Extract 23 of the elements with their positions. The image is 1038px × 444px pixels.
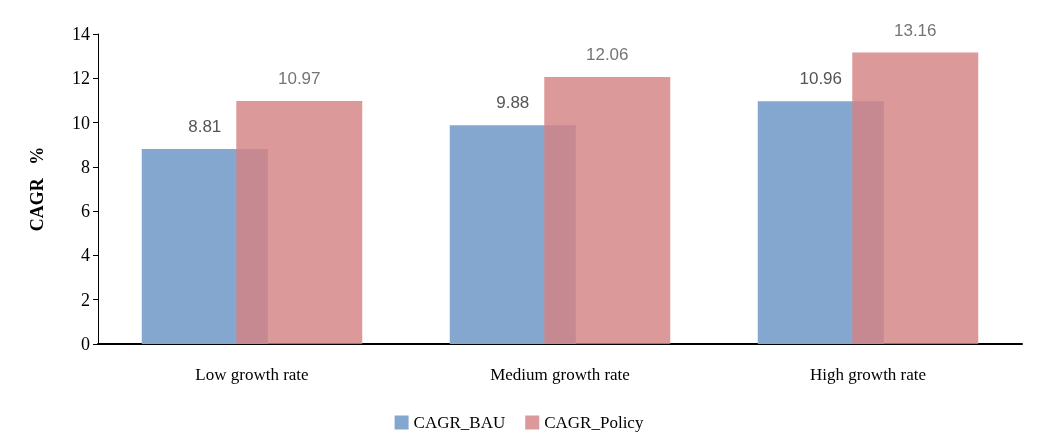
y-tick-label: 14 bbox=[72, 24, 90, 44]
data-label: 10.96 bbox=[799, 69, 843, 89]
data-label: 12.06 bbox=[585, 44, 629, 64]
y-tick-label: 8 bbox=[81, 156, 90, 177]
y-tick-label: 0 bbox=[81, 334, 90, 354]
legend-label: CAGR_Policy bbox=[544, 413, 644, 432]
y-tick-label: 10 bbox=[72, 112, 90, 133]
data-label: 13.16 bbox=[893, 20, 937, 40]
y-tick-label: 2 bbox=[81, 289, 90, 310]
data-label: 8.81 bbox=[188, 116, 222, 136]
y-tick-label: 12 bbox=[72, 68, 90, 89]
data-label: 10.97 bbox=[277, 69, 321, 89]
bar bbox=[852, 52, 979, 344]
y-tick-label: 6 bbox=[81, 201, 90, 222]
data-label: 9.88 bbox=[496, 93, 530, 113]
x-tick-label: High growth rate bbox=[809, 365, 927, 384]
bar bbox=[544, 76, 671, 344]
bar bbox=[236, 101, 363, 344]
y-tick-label: 4 bbox=[81, 245, 90, 266]
y-axis-title: CAGR % bbox=[27, 146, 47, 232]
x-tick-label: Low growth rate bbox=[195, 365, 309, 384]
legend-label: CAGR_BAU bbox=[413, 413, 506, 432]
x-tick-label: Medium growth rate bbox=[490, 365, 630, 384]
